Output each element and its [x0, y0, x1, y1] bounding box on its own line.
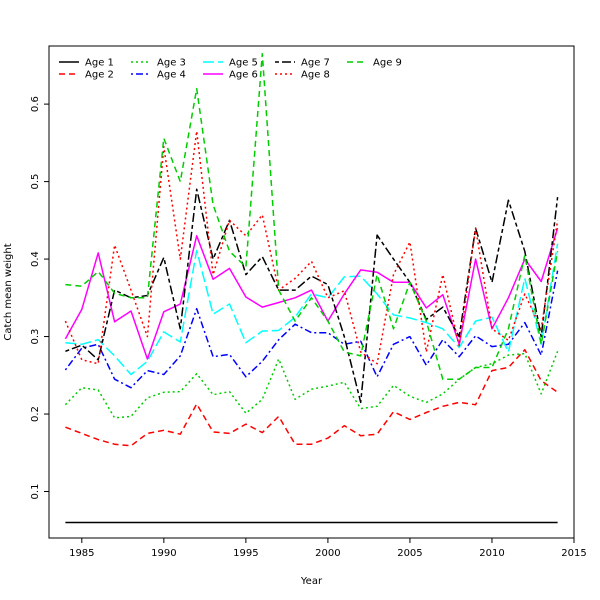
y-tick-label: 0.2 — [30, 406, 41, 422]
y-tick-label: 0.6 — [30, 96, 41, 112]
legend-label: Age 3 — [157, 58, 186, 69]
y-tick-label: 0.4 — [30, 251, 41, 267]
x-tick-label: 1990 — [151, 548, 176, 559]
series-line-age-4 — [64, 270, 559, 389]
legend-label: Age 7 — [301, 58, 330, 69]
y-tick-label: 0.1 — [30, 484, 41, 500]
x-tick-label: 1985 — [69, 548, 94, 559]
series-line-age-3 — [64, 351, 559, 419]
legend-label: Age 5 — [229, 58, 258, 69]
series-line-age-5 — [65, 243, 559, 376]
x-axis: 1985 1990 1995 2000 2005 2010 2015 — [69, 538, 587, 559]
plot-area — [64, 52, 559, 524]
y-tick-label: 0.5 — [30, 174, 41, 190]
x-axis-title: Year — [300, 576, 323, 587]
x-tick-label: 2005 — [397, 548, 422, 559]
y-axis: 0.1 0.2 0.3 0.4 0.5 0.6 — [30, 96, 49, 499]
legend-label: Age 4 — [157, 70, 186, 81]
legend-label: Age 6 — [229, 70, 258, 81]
legend-label: Age 8 — [301, 70, 330, 81]
x-tick-label: 2000 — [315, 548, 340, 559]
y-tick-label: 0.3 — [30, 329, 41, 345]
x-tick-label: 2015 — [561, 548, 586, 559]
series-line-age-8 — [64, 130, 559, 365]
series-line-age-2 — [65, 348, 559, 447]
legend-label: Age 1 — [85, 58, 114, 69]
x-tick-label: 2010 — [479, 548, 504, 559]
y-axis-title: Catch mean weight — [3, 243, 14, 340]
x-tick-label: 1995 — [233, 548, 258, 559]
series-line-age-9 — [65, 52, 559, 380]
legend-label: Age 2 — [85, 70, 114, 81]
legend-label: Age 9 — [373, 58, 402, 69]
plot-frame — [48, 45, 575, 539]
series-line-age-6 — [64, 227, 559, 360]
